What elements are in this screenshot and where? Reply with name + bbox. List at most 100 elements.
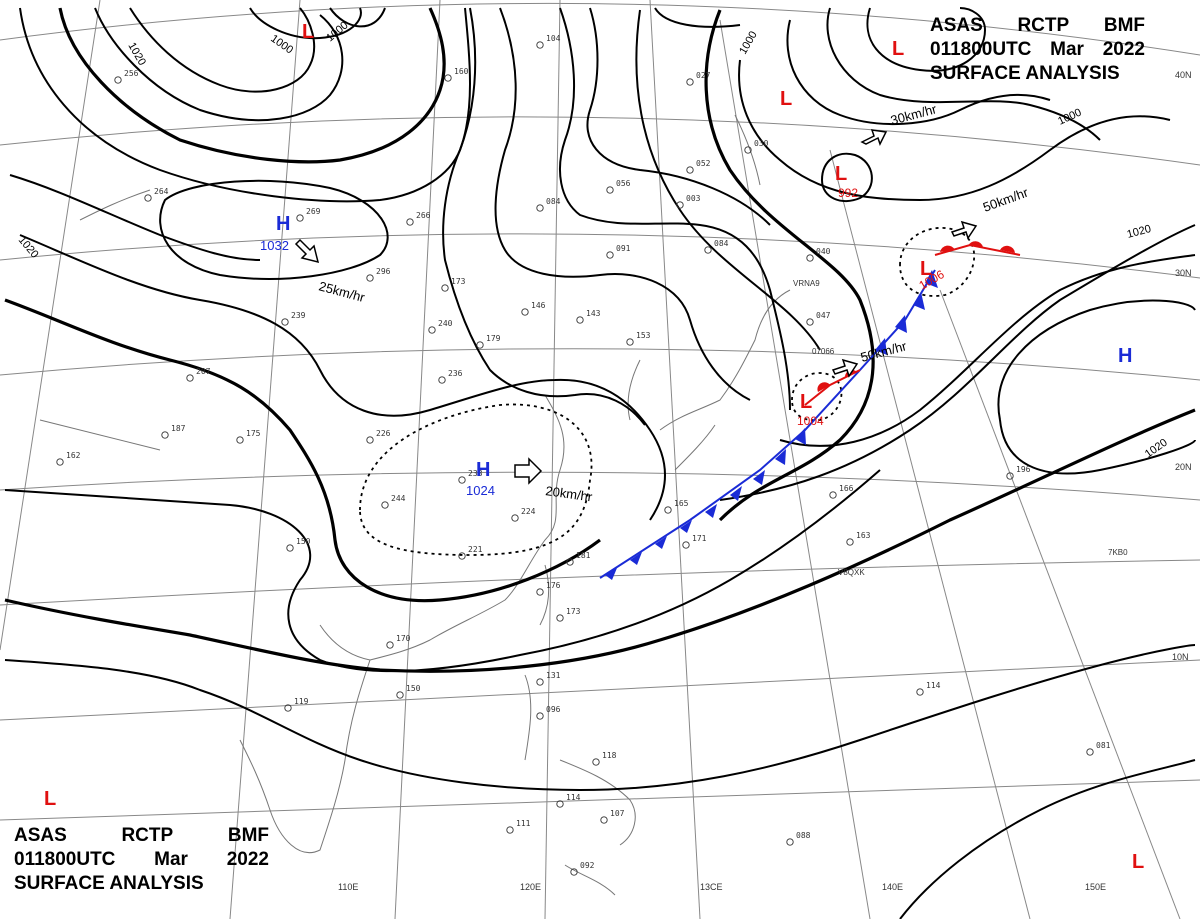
header-top-station: RCTP	[1017, 15, 1070, 36]
station-pressure: 056	[616, 179, 631, 188]
dotted-isobars	[359, 227, 976, 556]
station-marker	[428, 326, 436, 334]
station-marker	[916, 688, 924, 696]
lat-label: 10N	[1172, 652, 1189, 662]
station-marker	[236, 436, 244, 444]
station-pressure: 114	[926, 681, 941, 690]
station-id: V8QXK	[838, 568, 865, 577]
station-marker	[682, 541, 690, 549]
lon-label: 110E	[338, 882, 358, 892]
header-bottom-station: RCTP	[121, 825, 174, 846]
station-id: 7KB0	[1108, 548, 1128, 557]
high-center: H	[476, 459, 490, 481]
lon-label: 140E	[882, 882, 903, 892]
low-center: L	[302, 21, 314, 43]
low-center: L	[800, 391, 812, 413]
station-marker	[444, 74, 452, 82]
station-marker	[161, 431, 169, 439]
lat-label: 20N	[1175, 462, 1192, 472]
header-bottom-agency: ASAS	[14, 825, 67, 846]
header-bottom: ASAS RCTP BMF 011800UTC Mar 2022 SURFACE…	[14, 824, 269, 896]
graticule-labels: 40N 30N 20N 10N 110E 120E 13CE 140E 150E	[338, 70, 1192, 892]
station-pressure: 104	[546, 34, 561, 43]
lon-label: 150E	[1085, 882, 1106, 892]
header-top-year: 2022	[1102, 39, 1145, 60]
station-pressure: 166	[839, 484, 854, 493]
station-marker	[56, 458, 64, 466]
header-bottom-year: 2022	[226, 849, 269, 870]
lat-label: 40N	[1175, 70, 1192, 80]
station-marker	[438, 376, 446, 384]
header-bottom-time: 011800UTC	[14, 849, 116, 870]
station-pressure: 256	[124, 69, 139, 78]
station-pressure: 221	[468, 545, 483, 554]
station-pressure: 052	[696, 159, 711, 168]
station-marker	[458, 476, 466, 484]
station-pressure: 131	[546, 671, 561, 680]
station-marker	[366, 274, 374, 282]
station-marker	[536, 41, 544, 49]
low-center-value: 992	[838, 186, 858, 200]
station-pressure: 173	[566, 607, 581, 616]
isobars	[4, 7, 1196, 919]
station-marker	[570, 868, 578, 876]
high-center: H	[276, 213, 290, 235]
station-pressure: 160	[454, 67, 469, 76]
station-marker	[556, 800, 564, 808]
station-marker	[366, 436, 374, 444]
station-marker	[286, 544, 294, 552]
station-pressure: 187	[171, 424, 186, 433]
station-marker	[806, 254, 814, 262]
station-pressure: 040	[816, 247, 831, 256]
station-marker	[114, 76, 122, 84]
station-marker	[381, 501, 389, 509]
station-marker	[521, 308, 529, 316]
station-pressure: 119	[294, 697, 309, 706]
station-pressure: 239	[291, 311, 306, 320]
station-marker	[676, 201, 684, 209]
station-marker	[536, 204, 544, 212]
station-marker	[576, 316, 584, 324]
station-marker	[296, 214, 304, 222]
station-pressure: 266	[416, 211, 431, 220]
station-marker	[458, 552, 466, 560]
station-marker	[744, 146, 752, 154]
low-center: L	[1132, 851, 1144, 873]
station-pressure: 143	[586, 309, 601, 318]
station-pressure: 207	[196, 367, 211, 376]
low-center: L	[780, 88, 792, 110]
station-pressure: 092	[580, 861, 595, 870]
station-pressure: 269	[306, 207, 321, 216]
station-pressure: 047	[816, 311, 831, 320]
lat-label: 30N	[1175, 268, 1192, 278]
header-bottom-month: Mar	[154, 849, 188, 870]
movement-label: 20km/hr	[545, 483, 594, 504]
pressure-centers: H 1032 H 1024 H L 992 L 1006 L 1004 L L …	[44, 21, 1144, 873]
station-ids: VRNA9 07066 V8QXK 7KB0	[793, 279, 1128, 577]
station-marker	[1006, 472, 1014, 480]
station-pressure: 196	[1016, 465, 1031, 474]
header-bottom-title: SURFACE ANALYSIS	[14, 873, 204, 894]
station-marker	[846, 538, 854, 546]
station-pressure: 111	[516, 819, 531, 828]
station-marker	[536, 678, 544, 686]
cold-front	[599, 269, 938, 580]
station-pressure: 238	[468, 469, 483, 478]
station-marker	[686, 166, 694, 174]
station-marker	[566, 558, 574, 566]
low-center: L	[835, 163, 847, 185]
header-bottom-code: BMF	[227, 825, 269, 846]
station-marker	[186, 374, 194, 382]
station-marker	[284, 704, 292, 712]
station-marker	[829, 491, 837, 499]
low-center: L	[920, 258, 932, 280]
station-marker	[441, 284, 449, 292]
station-marker	[686, 78, 694, 86]
header-top-code: BMF	[1103, 15, 1145, 36]
station-marker	[536, 588, 544, 596]
station-pressure: 146	[531, 301, 546, 310]
station-marker	[556, 614, 564, 622]
station-pressure: 244	[391, 494, 406, 503]
station-marker	[806, 318, 814, 326]
